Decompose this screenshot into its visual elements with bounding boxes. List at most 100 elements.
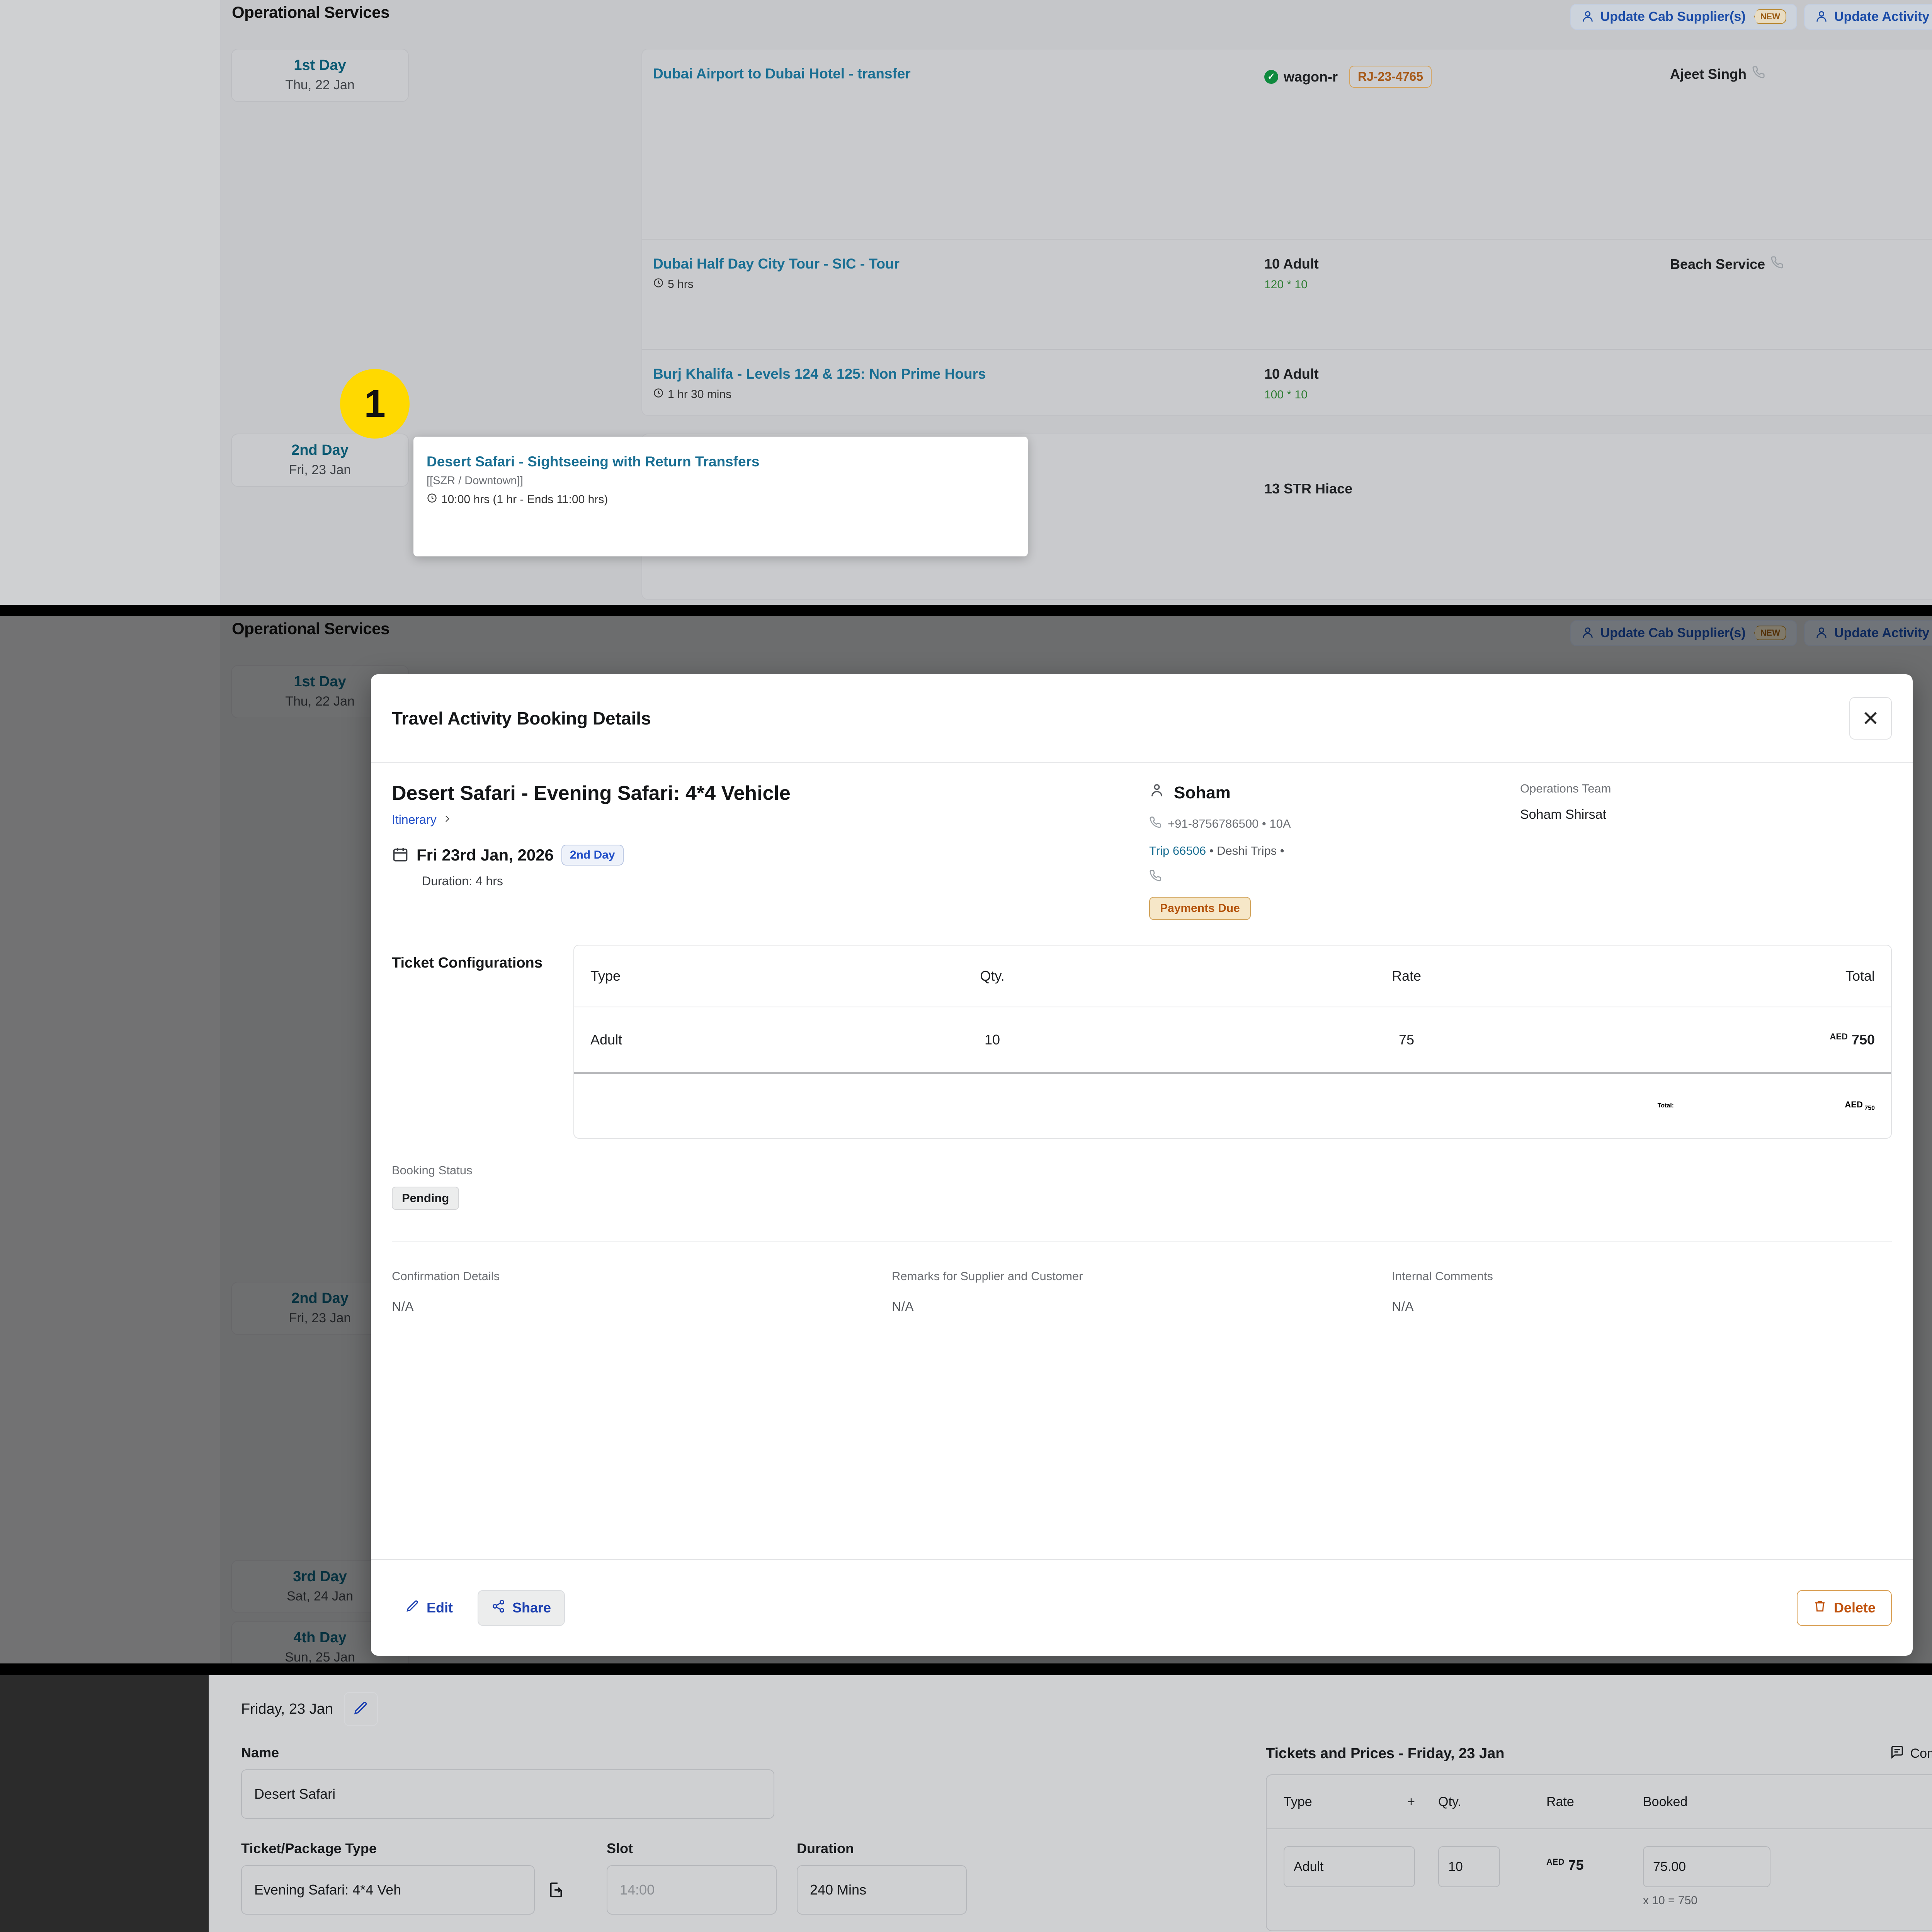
day-date: Fri, 23 Jan — [289, 463, 351, 477]
ticket-type-select[interactable]: Evening Safari: 4*4 Veh — [241, 1865, 535, 1915]
comments-button[interactable]: Comments — [1889, 1745, 1932, 1763]
duration-input[interactable]: 240 Mins — [797, 1865, 967, 1915]
page-title: Operational Services — [232, 3, 389, 21]
pax-calc: 120 * 10 — [1264, 278, 1308, 291]
booking-details-modal: Travel Activity Booking Details ✕ Desert… — [371, 674, 1913, 1656]
day-card-2[interactable]: 2nd Day Fri, 23 Jan — [231, 434, 409, 487]
edit-button[interactable]: Edit — [392, 1590, 467, 1626]
internal-comments-value: N/A — [1392, 1299, 1414, 1314]
slot-label: Slot — [607, 1840, 633, 1856]
col-header-type: Type — [1284, 1794, 1312, 1809]
booked-rate-input[interactable]: 75.00 — [1643, 1846, 1770, 1887]
table-row[interactable]: Dubai Airport to Dubai Hotel - transfer … — [642, 49, 1932, 239]
export-icon[interactable] — [541, 1865, 571, 1915]
phone-icon[interactable] — [1149, 816, 1162, 832]
day-pill: 2nd Day — [561, 845, 624, 866]
duration-label: Duration — [797, 1840, 854, 1856]
update-cab-suppliers-button-bg[interactable]: Update Cab Supplier(s) NEW — [1570, 620, 1797, 646]
desert-safari-highlight-card[interactable]: Desert Safari - Sightseeing with Return … — [413, 437, 1028, 556]
col-header-booked: Booked — [1643, 1794, 1688, 1809]
agency-name: • Deshi Trips • — [1209, 844, 1284, 857]
edit-date-button[interactable] — [344, 1692, 378, 1726]
total-label: Total: — [1657, 1102, 1674, 1109]
table-row[interactable]: Dubai Half Day City Tour - SIC - Tour 5 … — [642, 239, 1932, 349]
service-duration: 1 hr 30 mins — [668, 388, 732, 401]
person-icon — [1815, 626, 1828, 640]
toolbar: Update Cab Supplier(s) NEW Update Activi… — [1570, 3, 1932, 30]
clock-icon — [653, 277, 664, 291]
share-icon — [492, 1599, 505, 1617]
slot-input[interactable]: 14:00 — [607, 1865, 777, 1915]
day-card-1[interactable]: 1st Day Thu, 22 Jan — [231, 49, 409, 102]
pax-calc: 100 * 10 — [1264, 388, 1308, 401]
table-row[interactable]: Burj Khalifa - Levels 124 & 125: Non Pri… — [642, 349, 1932, 459]
itinerary-link[interactable]: Itinerary — [392, 813, 1149, 827]
phone-icon[interactable] — [1752, 66, 1765, 82]
customer-name: Soham — [1174, 783, 1231, 802]
day-ordinal: 4th Day — [293, 1629, 347, 1646]
ticket-configurations-table: Type Qty. Rate Total Adult 10 75 AED 750 — [573, 945, 1892, 1139]
update-cab-suppliers-button[interactable]: Update Cab Supplier(s) NEW — [1570, 3, 1797, 30]
total-value: 750 — [1864, 1105, 1875, 1112]
service-time: 10:00 hrs (1 hr - Ends 11:00 hrs) — [441, 493, 608, 506]
operations-team-label: Operations Team — [1520, 782, 1611, 795]
ticket-rate: 75 — [1398, 1032, 1415, 1048]
operational-services-panel: Operational Services Update Cab Supplier… — [220, 0, 1932, 605]
update-activity-suppliers-button-bg[interactable]: Update Activity Supplier(s) — [1804, 620, 1932, 646]
service-name-link[interactable]: Dubai Half Day City Tour - SIC - Tour — [653, 256, 900, 272]
section-edit-form: Booking: AED 1,100 Amount Paid: AED 0 Bo… — [0, 1675, 1932, 1932]
ticket-type-input[interactable]: Adult — [1284, 1846, 1415, 1887]
ticket-currency: AED — [1830, 1032, 1848, 1041]
share-button[interactable]: Share — [478, 1590, 565, 1626]
service-name-link[interactable]: Dubai Airport to Dubai Hotel - transfer — [653, 66, 911, 82]
table-total-row: Total: AED 750 — [574, 1072, 1891, 1138]
phone-icon[interactable] — [1149, 869, 1520, 884]
pax-count: 13 STR Hiace — [1264, 481, 1353, 497]
delete-label: Delete — [1833, 1600, 1876, 1616]
person-icon — [1815, 9, 1828, 24]
divider — [392, 1241, 1892, 1242]
rate-currency: AED — [1546, 1857, 1565, 1867]
table-row: Adult 10 75 AED 750 — [574, 1007, 1891, 1072]
service-name-link[interactable]: Burj Khalifa - Levels 124 & 125: Non Pri… — [653, 366, 986, 382]
close-icon[interactable]: ✕ — [1849, 697, 1892, 740]
modal-header: Travel Activity Booking Details ✕ — [371, 674, 1913, 763]
day-ordinal: 1st Day — [294, 673, 346, 690]
new-badge: NEW — [1754, 9, 1786, 24]
section-divider — [0, 1663, 1932, 1675]
payments-due-badge: Payments Due — [1149, 897, 1251, 920]
delete-button[interactable]: Delete — [1796, 1590, 1892, 1626]
ticket-qty: 10 — [984, 1032, 1000, 1048]
col-header-qty: Qty. — [1438, 1794, 1461, 1809]
remarks-block: Remarks for Supplier and Customer N/A — [892, 1269, 1392, 1315]
vehicle-name: wagon-r — [1284, 68, 1338, 85]
confirmation-details-value: N/A — [392, 1299, 414, 1314]
qty-input[interactable]: 10 — [1438, 1846, 1500, 1887]
tickets-prices-table: Type + Qty. Rate Booked Adult 10 AED — [1266, 1774, 1932, 1931]
form-date-header: Friday, 23 Jan — [241, 1701, 333, 1717]
left-gutter — [0, 0, 220, 605]
comment-icon — [1889, 1745, 1904, 1763]
phone-icon[interactable] — [1770, 256, 1784, 272]
internal-comments-label: Internal Comments — [1392, 1269, 1493, 1283]
trip-link[interactable]: Trip 66506 — [1149, 844, 1206, 857]
name-input[interactable]: Desert Safari — [241, 1769, 774, 1819]
service-name-link[interactable]: Desert Safari - Sightseeing with Return … — [427, 454, 760, 469]
update-activity-suppliers-button[interactable]: Update Activity Supplier(s) — [1804, 3, 1932, 30]
confirmation-details-block: Confirmation Details N/A — [392, 1269, 892, 1315]
table-header-row: Type + Qty. Rate Booked — [1267, 1775, 1932, 1829]
clock-icon — [427, 493, 437, 507]
add-ticket-type-button[interactable]: + — [1407, 1794, 1415, 1809]
booking-date: Fri 23rd Jan, 2026 — [417, 846, 554, 864]
status-badge: Pending — [392, 1187, 459, 1210]
activity-duration: Duration: 4 hrs — [422, 874, 503, 888]
share-label: Share — [512, 1600, 551, 1616]
table-row[interactable]: 13 STR Hiace Booking: AED 0 — [642, 434, 1932, 599]
pencil-icon — [353, 1701, 369, 1718]
itinerary-label: Itinerary — [392, 813, 437, 827]
table-row: Adult 10 AED 75 75.00 x 10 = 750 — [1267, 1829, 1932, 1930]
col-header-type: Type — [590, 968, 621, 984]
table-header-row: Type Qty. Rate Total — [574, 946, 1891, 1007]
col-header-total: Total — [1845, 968, 1875, 984]
